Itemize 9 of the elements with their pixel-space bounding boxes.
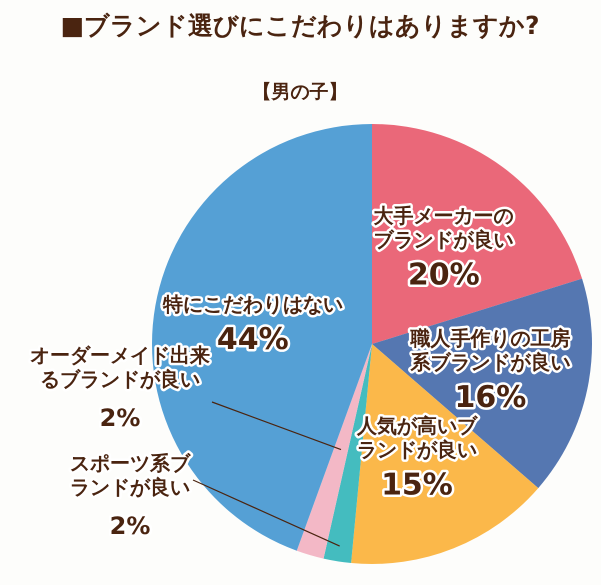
data-label: 44% bbox=[216, 322, 289, 357]
data-label: 20% bbox=[408, 258, 480, 293]
slice-label: 大手メーカーのブランドが良い bbox=[374, 204, 514, 252]
slice-label: 特にこだわりはない bbox=[162, 292, 343, 316]
data-label: 15% bbox=[381, 467, 453, 502]
data-label: 16% bbox=[454, 380, 526, 415]
chart-title: ■ブランド選びにこだわりはありますか? bbox=[60, 11, 540, 40]
slice-label: 職人手作りの工房系ブランドが良い bbox=[409, 326, 570, 374]
chart-subtitle: 【男の子】 bbox=[252, 81, 348, 103]
